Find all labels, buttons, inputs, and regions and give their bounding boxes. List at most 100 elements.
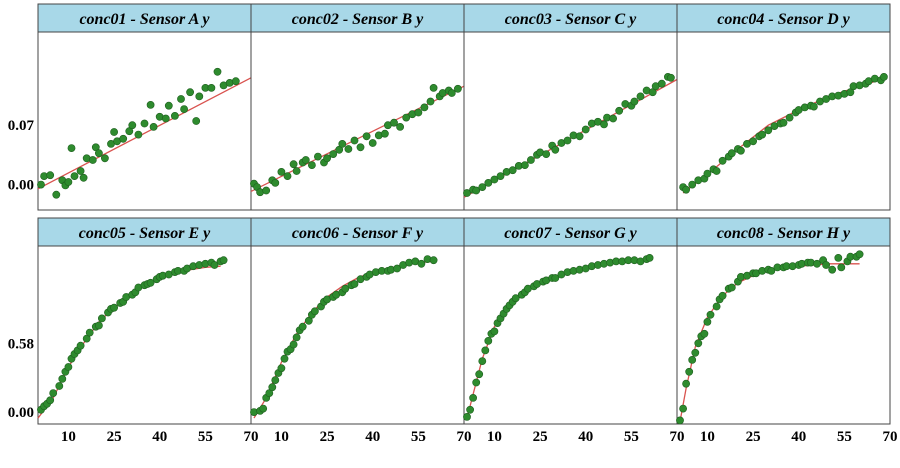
data-point — [749, 137, 757, 146]
data-point — [292, 333, 301, 342]
data-point — [609, 114, 617, 123]
data-point — [304, 316, 313, 325]
plot-area — [463, 31, 678, 211]
y-tick-label: 0.00 — [8, 405, 34, 421]
panel-2: conc02 - Sensor B y — [250, 3, 465, 211]
data-point — [703, 169, 712, 178]
data-point — [207, 84, 216, 92]
y-tick-label: 0.07 — [8, 118, 35, 134]
data-point — [88, 156, 97, 164]
data-point — [463, 189, 471, 197]
x-tick-label: 55 — [837, 429, 852, 445]
x-tick-label: 10 — [274, 429, 289, 445]
x-tick-label: 40 — [152, 429, 167, 445]
data-point — [277, 167, 286, 176]
data-point — [712, 302, 721, 311]
data-point — [280, 354, 289, 363]
data-point — [472, 378, 481, 387]
data-point — [834, 253, 843, 262]
data-point — [521, 161, 529, 169]
data-point — [527, 156, 535, 164]
panel-1: conc01 - Sensor A y 0.00 0.07 — [8, 3, 252, 211]
data-point — [478, 357, 487, 365]
data-point — [58, 374, 67, 383]
data-point — [880, 73, 888, 81]
data-point — [490, 175, 499, 184]
y-tick-label: 0.58 — [8, 336, 34, 352]
panel-3: conc03 - Sensor C y — [463, 3, 678, 211]
data-point — [679, 404, 687, 413]
panel-4: conc04 - Sensor D y — [676, 3, 891, 211]
data-point — [600, 120, 608, 129]
data-point — [685, 367, 694, 376]
data-point — [645, 253, 654, 262]
data-point — [95, 321, 103, 330]
panel-title: conc06 - Sensor F y — [292, 225, 424, 242]
data-point — [329, 150, 338, 158]
data-point — [140, 119, 149, 128]
panel-title: conc08 - Sensor H y — [717, 225, 851, 242]
panel-5: conc05 - Sensor E y 0.00 0.58 10 25 40 55 70 — [8, 217, 259, 445]
data-point — [380, 129, 389, 138]
x-tick-label: 55 — [411, 429, 426, 445]
data-point — [119, 134, 128, 143]
panel-title: conc03 - Sensor C y — [505, 11, 637, 28]
data-point — [85, 328, 94, 337]
data-point — [76, 167, 85, 175]
data-point — [472, 186, 481, 195]
data-point — [417, 259, 426, 268]
data-point — [192, 117, 201, 125]
data-point — [453, 84, 462, 93]
data-point — [508, 166, 517, 175]
data-point — [615, 106, 624, 115]
data-point — [737, 146, 745, 155]
data-point — [210, 261, 219, 269]
panel-title: conc05 - Sensor E y — [79, 225, 211, 242]
data-point — [551, 145, 560, 154]
panel-title: conc01 - Sensor A y — [79, 11, 210, 28]
data-point — [402, 113, 411, 122]
data-point — [313, 152, 322, 161]
data-point — [846, 88, 855, 97]
x-tick-label: 40 — [578, 429, 593, 445]
plot-area — [250, 245, 465, 425]
data-point — [180, 105, 188, 113]
data-point — [396, 123, 404, 131]
data-point — [758, 130, 767, 139]
data-point — [338, 139, 347, 148]
x-tick-label: 10 — [487, 429, 502, 445]
x-tick-label: 40 — [791, 429, 806, 445]
data-point — [79, 173, 88, 182]
panel-header — [676, 217, 891, 247]
y-tick-label: 0.00 — [8, 178, 34, 194]
data-point — [466, 405, 474, 414]
data-point — [362, 132, 371, 141]
panel-title: conc04 - Sensor D y — [717, 11, 850, 28]
plot-area — [676, 245, 891, 425]
data-point — [463, 412, 471, 421]
data-point — [213, 67, 222, 76]
data-point — [292, 167, 301, 175]
data-point — [420, 103, 429, 112]
x-tick-label: 10 — [700, 429, 715, 445]
data-point — [490, 327, 499, 336]
data-point — [828, 265, 837, 274]
data-point — [718, 291, 727, 300]
data-point — [368, 139, 377, 147]
x-tick-label: 25 — [746, 429, 761, 445]
data-point — [676, 416, 684, 425]
data-point — [484, 336, 493, 345]
data-point — [837, 263, 846, 272]
data-point — [481, 346, 490, 355]
data-point — [307, 161, 316, 169]
data-point — [682, 185, 690, 194]
data-point — [49, 389, 58, 397]
data-point — [551, 274, 560, 282]
data-point — [259, 404, 268, 413]
data-point — [657, 79, 666, 88]
data-point — [341, 284, 350, 293]
data-point — [447, 89, 456, 97]
data-point — [195, 92, 204, 101]
data-point — [262, 186, 271, 195]
